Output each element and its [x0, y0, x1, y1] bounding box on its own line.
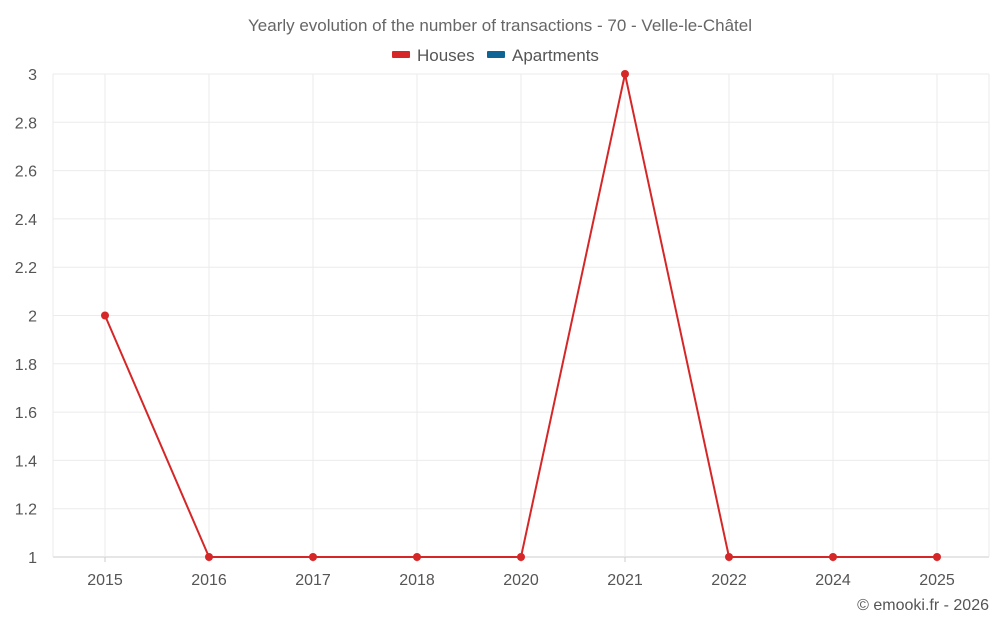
- x-tick-label: 2016: [191, 572, 227, 589]
- legend-label-apartments[interactable]: Apartments: [512, 46, 599, 65]
- x-tick-label: 2025: [919, 572, 955, 589]
- legend-swatch-apartments[interactable]: [487, 51, 505, 58]
- x-tick-label: 2021: [607, 572, 643, 589]
- y-tick-label: 2.2: [15, 260, 37, 277]
- x-tick-label: 2022: [711, 572, 747, 589]
- y-tick-label: 2.6: [15, 164, 37, 181]
- y-tick-label: 1.8: [15, 357, 37, 374]
- chart-title: Yearly evolution of the number of transa…: [248, 16, 752, 35]
- x-tick-label: 2015: [87, 572, 123, 589]
- data-point[interactable]: [101, 311, 109, 320]
- legend-label-houses[interactable]: Houses: [417, 46, 475, 65]
- y-tick-label: 2.4: [15, 212, 37, 229]
- x-tick-label: 2024: [815, 572, 851, 589]
- data-point[interactable]: [933, 553, 941, 561]
- legend: Houses Apartments: [392, 46, 599, 65]
- data-point[interactable]: [725, 553, 733, 561]
- data-point[interactable]: [829, 553, 837, 561]
- y-tick-label: 1.4: [15, 453, 37, 470]
- x-tick-label: 2017: [295, 572, 331, 589]
- y-tick-label: 1.2: [15, 502, 37, 519]
- legend-swatch-houses[interactable]: [392, 51, 410, 58]
- y-axis-ticks: 1 1.2 1.4 1.6 1.8 2 2.2 2.4 2.6 2.8 3: [15, 67, 37, 567]
- y-tick-label: 3: [28, 67, 37, 84]
- data-point[interactable]: [309, 553, 317, 561]
- y-tick-label: 1.6: [15, 405, 37, 422]
- x-tick-label: 2018: [399, 572, 435, 589]
- x-axis-ticks: 2015 2016 2017 2018 2020 2021 2022 2024 2025: [87, 557, 955, 589]
- data-point[interactable]: [517, 553, 525, 561]
- data-point[interactable]: [205, 553, 213, 561]
- grid: [52, 73, 990, 558]
- y-tick-label: 1: [28, 550, 37, 567]
- data-point[interactable]: [413, 553, 421, 561]
- x-tick-label: 2020: [503, 572, 539, 589]
- y-tick-label: 2: [28, 309, 37, 326]
- y-tick-label: 2.8: [15, 115, 37, 132]
- data-point[interactable]: [621, 70, 629, 78]
- series-houses: [101, 70, 941, 561]
- credit-text: © emooki.fr - 2026: [857, 597, 989, 614]
